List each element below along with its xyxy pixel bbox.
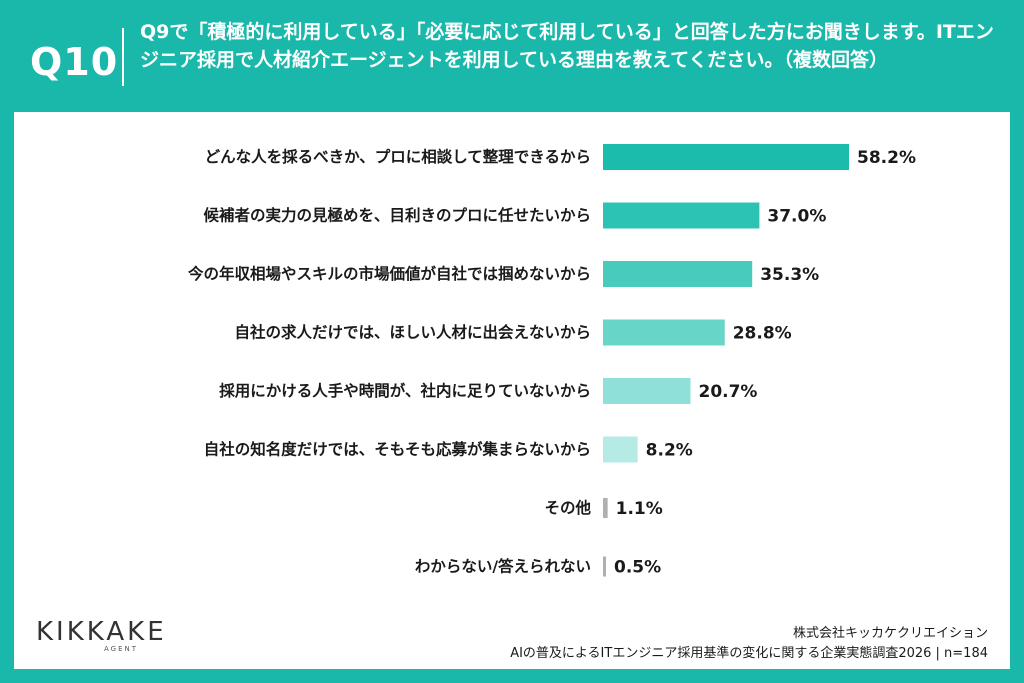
value-label: 28.8%	[733, 324, 792, 344]
value-label: 35.3%	[760, 265, 819, 285]
bar	[603, 378, 691, 404]
question-number: Q10	[30, 40, 119, 84]
category-label: 自社の求人だけでは、ほしい人材に出会えないから	[234, 323, 591, 342]
value-label: 0.5%	[614, 558, 661, 578]
category-label: 採用にかける人手や時間が、社内に足りていないから	[219, 381, 591, 400]
bar	[603, 319, 725, 346]
category-label: その他	[544, 498, 591, 517]
value-label: 1.1%	[616, 499, 663, 519]
logo-subtext: AGENT	[104, 645, 139, 653]
category-label: 候補者の実力の見極めを、目利きのプロに任せたいから	[203, 206, 591, 225]
bar-chart: どんな人を採るべきか、プロに相談して整理できるから 58.2% 候補者の実力の見極め…	[188, 144, 916, 578]
logo-text: KIKKAKE	[36, 617, 167, 647]
category-label: 自社の知名度だけでは、そもそも応募が集まらないから	[204, 440, 591, 459]
bar	[603, 436, 638, 463]
bar	[603, 261, 753, 287]
category-label: わからない/答えられない	[415, 557, 591, 576]
value-label: 8.2%	[646, 441, 693, 461]
header: Q10 Q9で「積極的に利用している」「必要に応じて利用している」と回答した方に…	[0, 0, 1024, 112]
header-divider	[122, 28, 124, 86]
question-text: Q9で「積極的に利用している」「必要に応じて利用している」と回答した方にお聞きし…	[140, 21, 994, 71]
bar	[603, 556, 606, 577]
bar	[603, 144, 849, 170]
value-label: 58.2%	[857, 148, 916, 168]
source-survey: AIの普及によるITエンジニア採用基準の変化に関する企業実態調査2026 | n…	[510, 646, 988, 661]
source-note: 株式会社キッカケクリエイション AIの普及によるITエンジニア採用基準の変化に関…	[510, 624, 988, 664]
value-label: 20.7%	[698, 382, 757, 402]
bar	[603, 498, 608, 518]
source-company: 株式会社キッカケクリエイション	[792, 626, 988, 641]
bar	[603, 202, 760, 229]
value-label: 37.0%	[767, 207, 826, 227]
category-label: どんな人を採るべきか、プロに相談して整理できるから	[205, 147, 591, 166]
chart-panel: どんな人を採るべきか、プロに相談して整理できるから 58.2% 候補者の実力の見極め…	[14, 112, 1010, 669]
category-label: 今の年収相場やスキルの市場価値が自社では掴めないから	[188, 264, 591, 283]
kikkake-logo: KIKKAKE AGENT	[36, 617, 167, 653]
